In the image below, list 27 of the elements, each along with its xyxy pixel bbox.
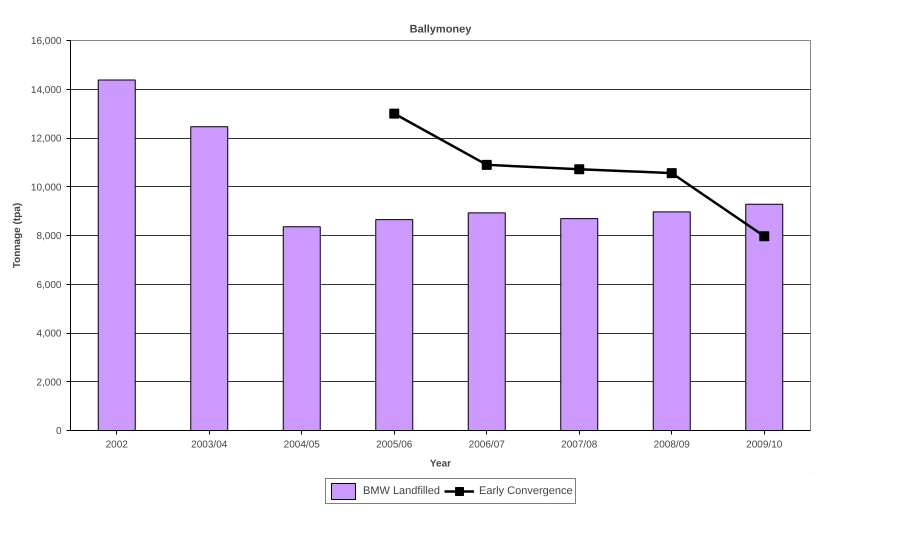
x-axis-title: Year <box>430 458 452 470</box>
y-tick-label: 4,000 <box>36 328 62 340</box>
x-tick-label: 2004/05 <box>284 440 320 450</box>
y-tick-label: 8,000 <box>36 231 62 242</box>
point <box>482 160 492 170</box>
x-tick-label: 2002 <box>106 440 128 450</box>
y-tick-label: 0 <box>56 426 62 437</box>
y-axis-title: Tonnage (tpa) <box>12 202 23 268</box>
x-tick-label: 2009/10 <box>746 440 783 450</box>
x-tick-label: 2005/06 <box>376 440 413 450</box>
point <box>389 108 400 119</box>
legend-label: Early Convergence <box>479 485 573 497</box>
point <box>759 231 770 242</box>
y-tick-label: 16,000 <box>30 36 62 47</box>
x-tick-label: 2007/08 <box>561 440 598 450</box>
y-tick-label: 10,000 <box>30 182 62 194</box>
y-tick-label: 6,000 <box>36 280 62 291</box>
y-tick-label: 14,000 <box>30 84 62 96</box>
point <box>666 168 677 178</box>
point <box>574 164 584 174</box>
chart-title: Ballymoney <box>410 24 472 36</box>
y-tick-label: 12,000 <box>30 134 62 144</box>
x-tick-label: 2008/09 <box>654 440 690 450</box>
x-tick-label: 2006/07 <box>468 440 506 450</box>
x-tick-label: 2003/04 <box>191 440 228 450</box>
legend-label: BMW Landfilled <box>363 485 440 497</box>
y-tick-label: 2,000 <box>36 377 62 388</box>
